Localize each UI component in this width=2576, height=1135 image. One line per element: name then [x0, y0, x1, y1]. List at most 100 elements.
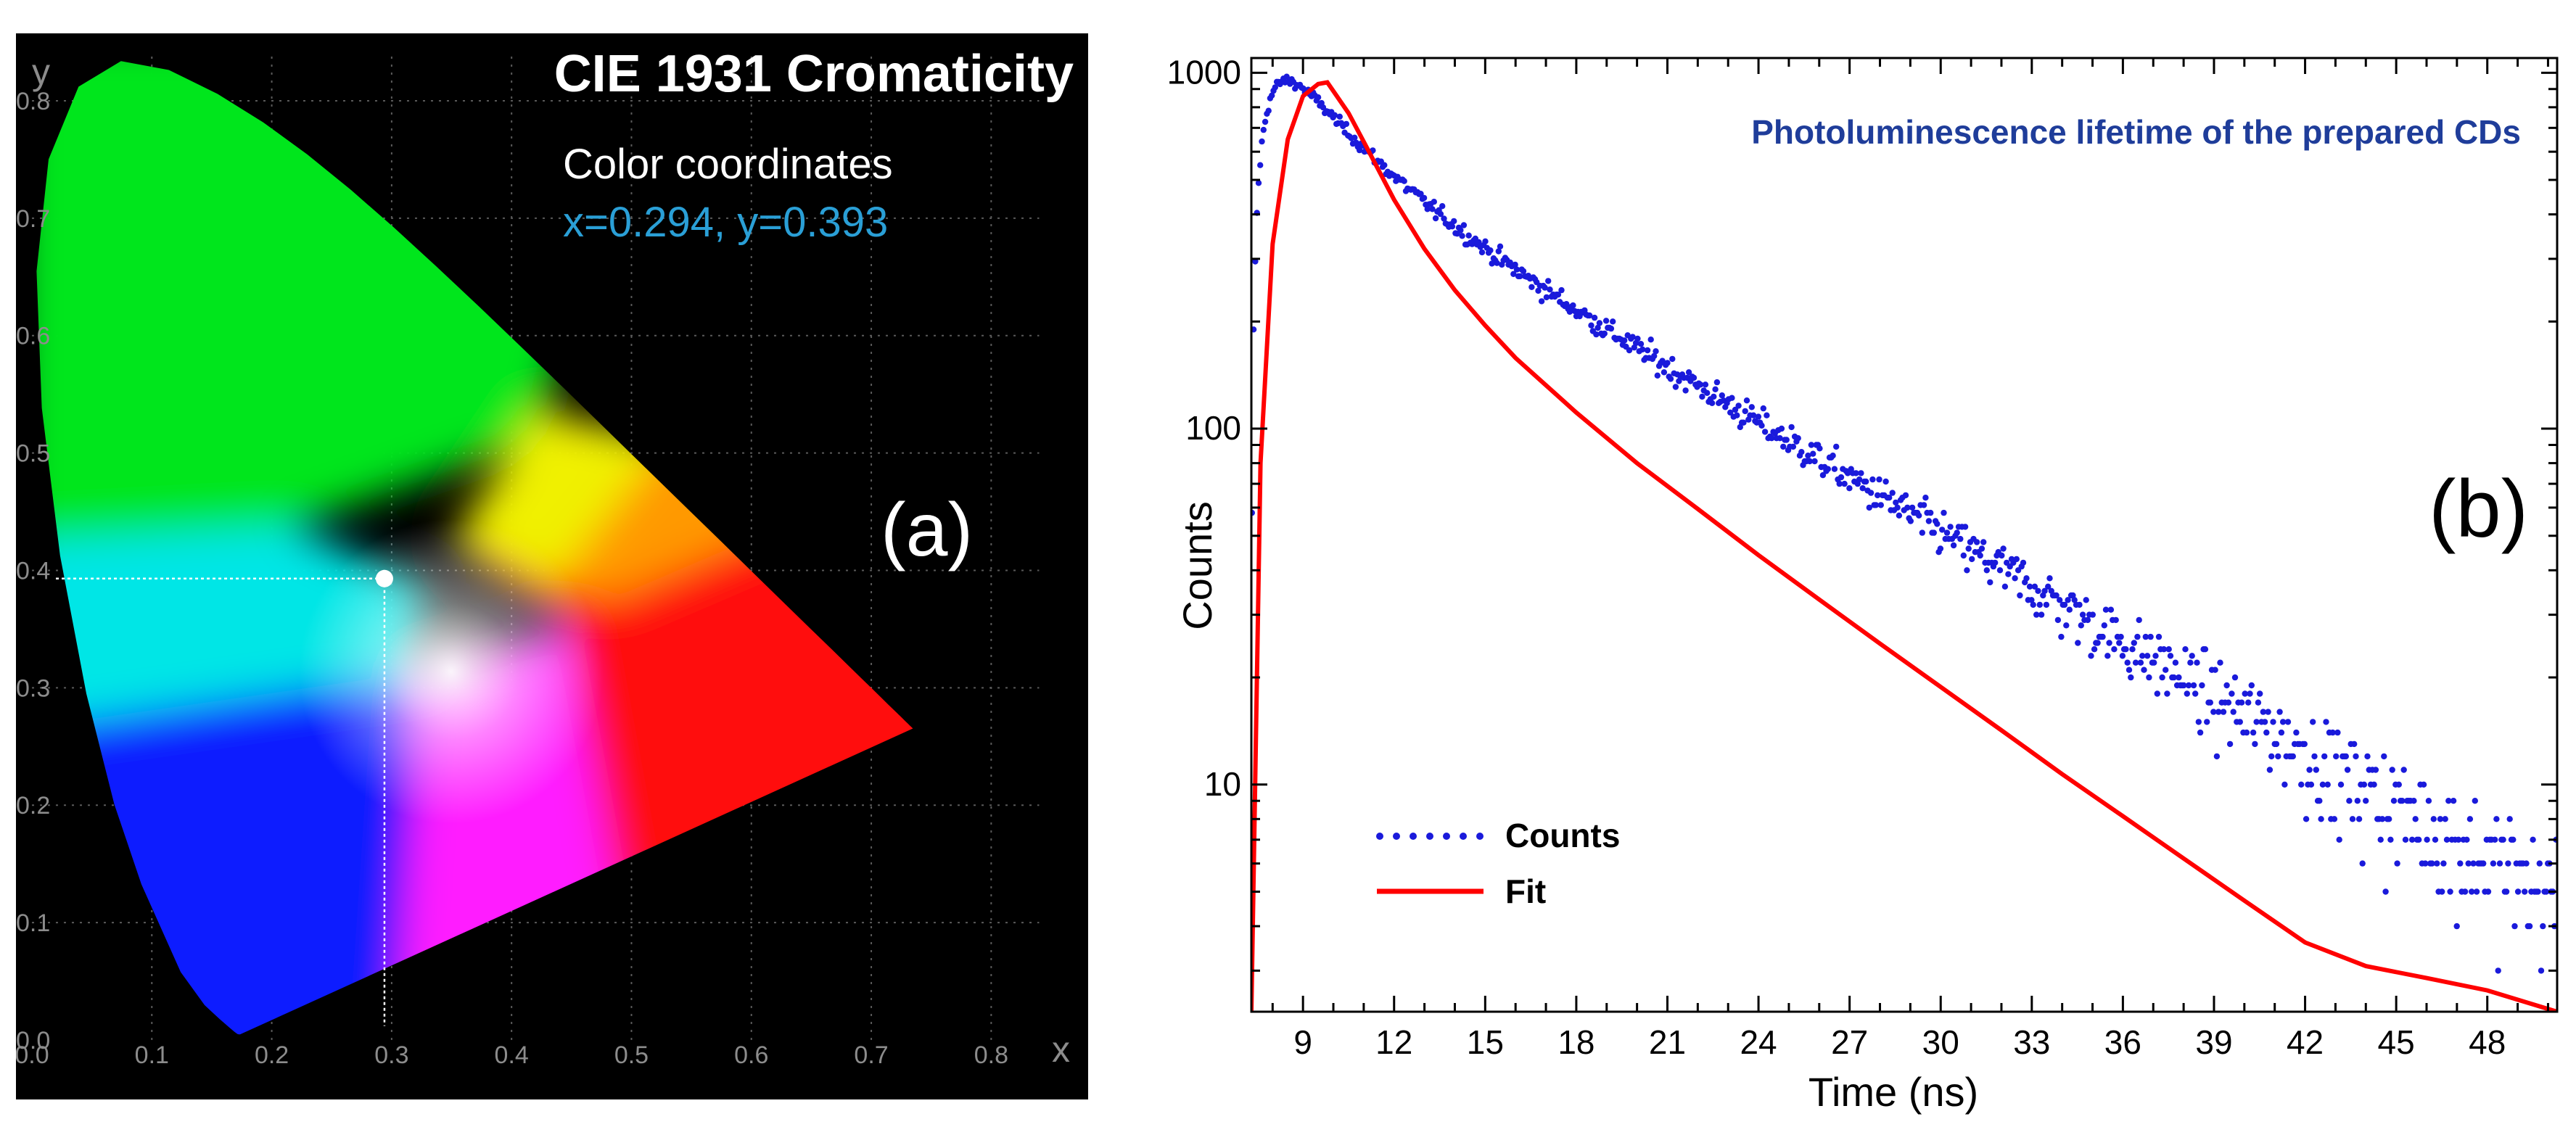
- counts-point: [1937, 545, 1944, 552]
- x-tick-label: 24: [1740, 1023, 1777, 1061]
- counts-point: [1545, 278, 1552, 284]
- counts-point: [1806, 458, 1813, 465]
- counts-point: [1702, 381, 1709, 388]
- y-tick-label: 0.5: [16, 440, 50, 468]
- counts-point: [1907, 518, 1914, 524]
- counts-point: [2337, 781, 2345, 788]
- counts-point: [2329, 729, 2336, 736]
- counts-point: [1858, 470, 1864, 476]
- counts-point: [1460, 222, 1468, 228]
- counts-point: [2030, 601, 2036, 608]
- counts-point: [2281, 781, 2288, 788]
- x-tick-label: 0.6: [734, 1041, 768, 1069]
- counts-point: [2331, 816, 2338, 822]
- counts-point: [2220, 709, 2227, 715]
- counts-point: [1336, 113, 1343, 120]
- counts-point: [2207, 699, 2213, 706]
- counts-point: [2197, 729, 2204, 736]
- counts-point: [2461, 888, 2469, 895]
- counts-point: [1651, 352, 1658, 360]
- counts-point: [1672, 384, 1679, 390]
- y-tick-label: 0.3: [16, 674, 50, 702]
- counts-point: [1808, 442, 1815, 448]
- counts-point: [2318, 816, 2324, 822]
- x-tick-label: 36: [2104, 1023, 2141, 1061]
- x-tick-label: 48: [2469, 1023, 2506, 1061]
- counts-point: [2001, 583, 2009, 590]
- counts-point: [1882, 478, 1889, 485]
- counts-point: [2260, 709, 2266, 715]
- counts-point: [2066, 606, 2073, 613]
- counts-point: [1517, 273, 1523, 280]
- counts-point: [1973, 539, 1980, 545]
- counts-point: [1588, 322, 1594, 329]
- counts-point: [2313, 767, 2319, 773]
- counts-point: [1902, 492, 1909, 499]
- counts-point: [2071, 597, 2078, 603]
- counts-point: [2195, 719, 2202, 725]
- counts-point: [2422, 860, 2429, 867]
- counts-point: [2268, 753, 2275, 760]
- counts-point: [1690, 374, 1698, 381]
- counts-point: [2054, 616, 2062, 624]
- counts-point: [2361, 781, 2368, 788]
- counts-point: [1769, 435, 1775, 442]
- counts-point: [2289, 753, 2296, 760]
- counts-point: [1819, 472, 1827, 479]
- counts-point: [2278, 729, 2285, 736]
- legend-fit-label: Fit: [1505, 872, 1546, 910]
- x-tick-label: 21: [1649, 1023, 1686, 1061]
- counts-point: [1566, 308, 1573, 315]
- counts-point: [1904, 504, 1911, 511]
- counts-point: [1719, 392, 1725, 399]
- counts-point: [2275, 753, 2281, 760]
- legend-counts-marker: [1376, 833, 1484, 840]
- counts-point: [1969, 556, 1975, 563]
- counts-point: [2506, 816, 2513, 822]
- counts-point: [2464, 836, 2470, 843]
- x-tick-label: 0.5: [614, 1041, 649, 1069]
- panel-label-b: (b): [2429, 463, 2528, 554]
- counts-point: [2353, 753, 2359, 760]
- counts-point: [1596, 320, 1603, 326]
- counts-point: [1608, 325, 1615, 332]
- counts-point: [1977, 552, 1983, 559]
- x-tick-label: 27: [1831, 1023, 1868, 1061]
- legend-dot: [1443, 833, 1450, 840]
- x-tick-label: 0.2: [255, 1041, 289, 1069]
- counts-point: [2164, 690, 2170, 697]
- counts-point: [2057, 597, 2063, 603]
- counts-point: [2333, 753, 2340, 760]
- legend-dot: [1426, 833, 1433, 840]
- counts-point: [1331, 112, 1338, 118]
- counts-point: [1262, 118, 1269, 125]
- color-coordinate-point: [375, 569, 393, 587]
- counts-point: [1941, 509, 1947, 516]
- counts-point: [2420, 781, 2427, 788]
- counts-point: [1259, 138, 1265, 145]
- counts-point: [2163, 666, 2169, 673]
- counts-point: [2176, 674, 2182, 681]
- counts-point: [1950, 542, 1957, 549]
- counts-point: [1783, 437, 1790, 443]
- counts-point: [2387, 836, 2394, 843]
- counts-point: [2217, 659, 2223, 666]
- counts-point: [2017, 592, 2023, 599]
- counts-point: [1811, 458, 1818, 465]
- counts-point: [1844, 470, 1851, 476]
- counts-point: [2000, 545, 2007, 552]
- counts-point: [2301, 740, 2308, 748]
- counts-point: [1439, 203, 1446, 210]
- counts-point: [1610, 318, 1616, 325]
- counts-point: [1487, 247, 1494, 254]
- counts-point: [1685, 369, 1692, 376]
- x-tick-label: 18: [1557, 1023, 1594, 1061]
- counts-point: [2324, 781, 2331, 788]
- counts-point: [2466, 816, 2474, 822]
- counts-point: [2270, 719, 2276, 725]
- panel-label-a: (a): [881, 488, 973, 572]
- counts-point: [2355, 816, 2363, 822]
- counts-point: [1535, 287, 1542, 294]
- y-tick-label: 0.6: [16, 323, 50, 350]
- counts-point: [2099, 633, 2106, 640]
